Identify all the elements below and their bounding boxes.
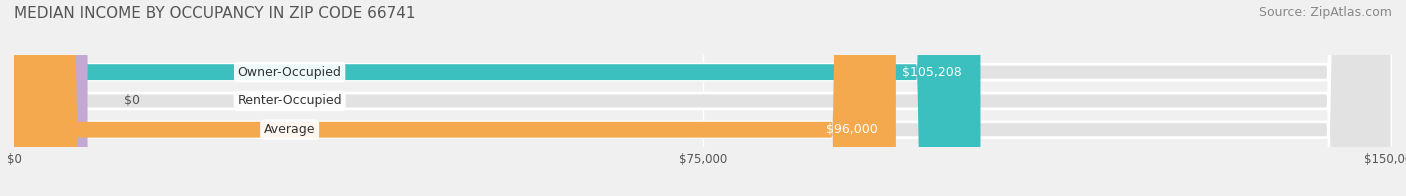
- Text: Average: Average: [264, 123, 315, 136]
- FancyBboxPatch shape: [14, 0, 896, 196]
- Text: Owner-Occupied: Owner-Occupied: [238, 66, 342, 79]
- Text: $0: $0: [124, 94, 141, 107]
- Text: Source: ZipAtlas.com: Source: ZipAtlas.com: [1258, 6, 1392, 19]
- Text: $96,000: $96,000: [825, 123, 877, 136]
- Text: MEDIAN INCOME BY OCCUPANCY IN ZIP CODE 66741: MEDIAN INCOME BY OCCUPANCY IN ZIP CODE 6…: [14, 6, 416, 21]
- FancyBboxPatch shape: [14, 0, 1392, 196]
- Text: Renter-Occupied: Renter-Occupied: [238, 94, 342, 107]
- FancyBboxPatch shape: [14, 0, 1392, 196]
- FancyBboxPatch shape: [14, 0, 87, 196]
- Text: $105,208: $105,208: [903, 66, 962, 79]
- FancyBboxPatch shape: [14, 0, 980, 196]
- FancyBboxPatch shape: [14, 0, 1392, 196]
